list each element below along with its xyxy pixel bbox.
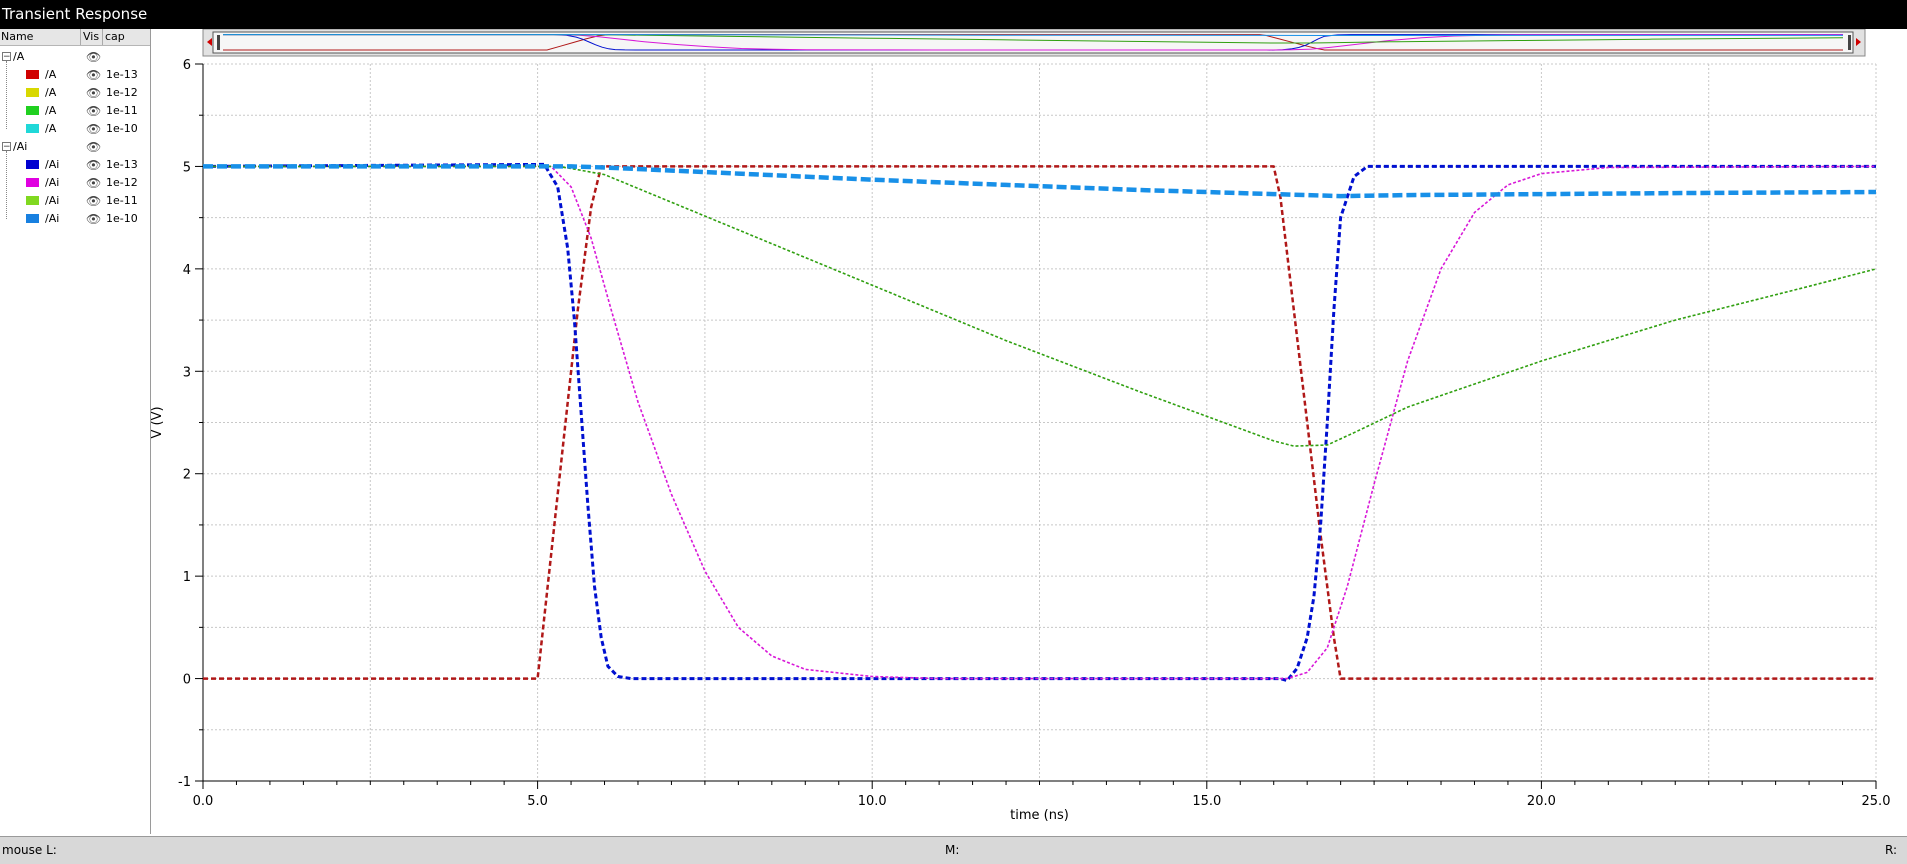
y-tick-label: -1 bbox=[178, 775, 191, 790]
window-title-bar: Transient Response bbox=[0, 0, 1907, 29]
tree-guide-line bbox=[6, 151, 7, 219]
window-title: Transient Response bbox=[2, 5, 148, 23]
status-mouse-right: R: bbox=[1885, 843, 1898, 857]
x-tick-label: 10.0 bbox=[858, 794, 887, 809]
tree-guide-line bbox=[6, 61, 7, 129]
legend-cap-value: 1e-12 bbox=[106, 176, 138, 189]
y-tick-label: 6 bbox=[183, 58, 191, 73]
legend-cap-value: 1e-12 bbox=[106, 86, 138, 99]
series-group bbox=[202, 162, 1877, 683]
y-tick-label: 1 bbox=[183, 570, 191, 585]
legend-color-swatch bbox=[26, 88, 39, 97]
status-mouse-left: mouse L: bbox=[2, 843, 57, 857]
y-tick-label: 2 bbox=[183, 468, 191, 483]
visibility-eye-icon[interactable]: 👁 bbox=[86, 158, 102, 172]
overview-trace-line bbox=[223, 34, 1843, 51]
legend-group-label: /A bbox=[13, 50, 25, 63]
visibility-eye-icon[interactable]: 👁 bbox=[86, 140, 102, 154]
x-tick-label: 0.0 bbox=[193, 794, 214, 809]
y-tick-label: 0 bbox=[183, 673, 191, 688]
scroll-left-arrow-icon[interactable] bbox=[207, 38, 212, 46]
visibility-eye-icon[interactable]: 👁 bbox=[86, 194, 102, 208]
legend-cap-value: 1e-11 bbox=[106, 194, 138, 207]
series-line-Ai-1e-11 bbox=[203, 165, 1877, 447]
legend-cap-value: 1e-11 bbox=[106, 104, 138, 117]
visibility-eye-icon[interactable]: 👁 bbox=[86, 122, 102, 136]
legend-color-swatch bbox=[26, 124, 39, 133]
legend-signal-row[interactable]: /A 👁 1e-11 bbox=[0, 102, 150, 120]
visibility-eye-icon[interactable]: 👁 bbox=[86, 50, 102, 64]
legend-signal-name: /Ai bbox=[45, 158, 60, 171]
legend-signal-row[interactable]: /Ai 👁 1e-10 bbox=[0, 210, 150, 228]
x-tick-label: 25.0 bbox=[1862, 794, 1891, 809]
overview-traces bbox=[223, 34, 1844, 51]
collapse-toggle-icon[interactable]: − bbox=[2, 52, 11, 62]
legend-header-vis: Vis bbox=[80, 29, 99, 45]
series-line-A-1e-13 bbox=[203, 165, 1876, 680]
y-tick-label: 3 bbox=[183, 365, 191, 380]
thumb-left-handle[interactable] bbox=[217, 35, 220, 50]
thumb-right-handle[interactable] bbox=[1848, 35, 1851, 50]
series-line-Ai-1e-12 bbox=[203, 165, 1877, 680]
overview-trace-line bbox=[223, 34, 1843, 51]
legend-group-label: /Ai bbox=[13, 140, 28, 153]
legend-signal-row[interactable]: /A 👁 1e-10 bbox=[0, 120, 150, 138]
scroll-right-arrow-icon[interactable] bbox=[1856, 38, 1861, 46]
legend-signal-row[interactable]: /Ai 👁 1e-12 bbox=[0, 174, 150, 192]
legend-signal-row[interactable]: /A 👁 1e-13 bbox=[0, 66, 150, 84]
legend-group-row[interactable]: −/Ai 👁 bbox=[0, 138, 150, 156]
legend-signal-name: /A bbox=[45, 68, 57, 81]
y-tick-label: 5 bbox=[183, 160, 191, 175]
legend-signal-name: /A bbox=[45, 104, 57, 117]
legend-cap-value: 1e-13 bbox=[106, 68, 138, 81]
legend-cap-value: 1e-10 bbox=[106, 212, 138, 225]
series-line-Ai-1e-10 bbox=[203, 164, 1877, 199]
axes: 0.0 5.0 10.0 15.0 20.0 25.0 -1 0 1 2 3 4 5 6 bbox=[178, 58, 1890, 809]
grid bbox=[203, 63, 1877, 781]
collapse-toggle-icon[interactable]: − bbox=[2, 142, 11, 152]
y-tick-label: 4 bbox=[183, 263, 191, 278]
visibility-eye-icon[interactable]: 👁 bbox=[86, 68, 102, 82]
legend-color-swatch bbox=[26, 178, 39, 187]
visibility-eye-icon[interactable]: 👁 bbox=[86, 176, 102, 190]
legend-cap-value: 1e-10 bbox=[106, 122, 138, 135]
legend-signal-row[interactable]: /Ai 👁 1e-13 bbox=[0, 156, 150, 174]
x-tick-label: 5.0 bbox=[527, 794, 548, 809]
legend-signal-name: /Ai bbox=[45, 194, 60, 207]
legend-signal-row[interactable]: /A 👁 1e-12 bbox=[0, 84, 150, 102]
visibility-eye-icon[interactable]: 👁 bbox=[86, 86, 102, 100]
legend-header-cap: cap bbox=[102, 29, 125, 45]
legend-signal-name: /A bbox=[45, 86, 57, 99]
legend-signal-name: /A bbox=[45, 122, 57, 135]
legend-color-swatch bbox=[26, 70, 39, 79]
plot-area[interactable]: 0.0 5.0 10.0 15.0 20.0 25.0 -1 0 1 2 3 4 5 6 time (ns… bbox=[150, 28, 1907, 834]
status-mouse-middle: M: bbox=[945, 843, 960, 857]
legend-header-name: Name bbox=[1, 30, 34, 43]
y-axis-label: V (V) bbox=[151, 406, 165, 438]
legend-signal-name: /Ai bbox=[45, 212, 60, 225]
overview-trace-line bbox=[223, 34, 1843, 36]
legend-color-swatch bbox=[26, 106, 39, 115]
legend-cap-value: 1e-13 bbox=[106, 158, 138, 171]
legend-group-row[interactable]: −/A 👁 bbox=[0, 48, 150, 66]
visibility-eye-icon[interactable]: 👁 bbox=[86, 104, 102, 118]
x-tick-label: 15.0 bbox=[1192, 794, 1221, 809]
legend-color-swatch bbox=[26, 214, 39, 223]
legend-color-swatch bbox=[26, 160, 39, 169]
legend-signal-name: /Ai bbox=[45, 176, 60, 189]
signal-legend-panel: Name Vis cap −/A 👁/A 👁 1e-13/A 👁 1e-12/A 👁 1e-1… bbox=[0, 29, 151, 834]
legend-header: Name Vis cap bbox=[0, 29, 150, 46]
status-bar: mouse L: M: R: bbox=[0, 836, 1907, 864]
legend-signal-row[interactable]: /Ai 👁 1e-11 bbox=[0, 192, 150, 210]
chart-svg: 0.0 5.0 10.0 15.0 20.0 25.0 -1 0 1 2 3 4 5 6 time (ns… bbox=[150, 28, 1890, 823]
legend-color-swatch bbox=[26, 196, 39, 205]
overview-scrollbar[interactable] bbox=[202, 28, 1866, 57]
visibility-eye-icon[interactable]: 👁 bbox=[86, 212, 102, 226]
x-axis-label: time (ns) bbox=[1010, 808, 1069, 823]
x-tick-label: 20.0 bbox=[1527, 794, 1556, 809]
overview-thumb[interactable] bbox=[212, 31, 1854, 54]
